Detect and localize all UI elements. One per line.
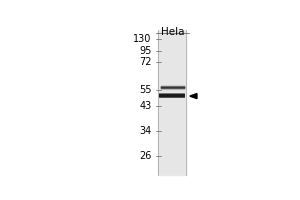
Text: 43: 43	[139, 101, 152, 111]
Text: Hela: Hela	[160, 27, 184, 37]
Polygon shape	[190, 94, 197, 99]
Text: 130: 130	[133, 34, 152, 44]
Text: 26: 26	[139, 151, 152, 161]
Text: 95: 95	[139, 46, 152, 56]
Bar	[158, 30, 186, 175]
Text: 72: 72	[139, 57, 152, 67]
Text: 34: 34	[139, 126, 152, 136]
Text: 55: 55	[139, 85, 152, 95]
